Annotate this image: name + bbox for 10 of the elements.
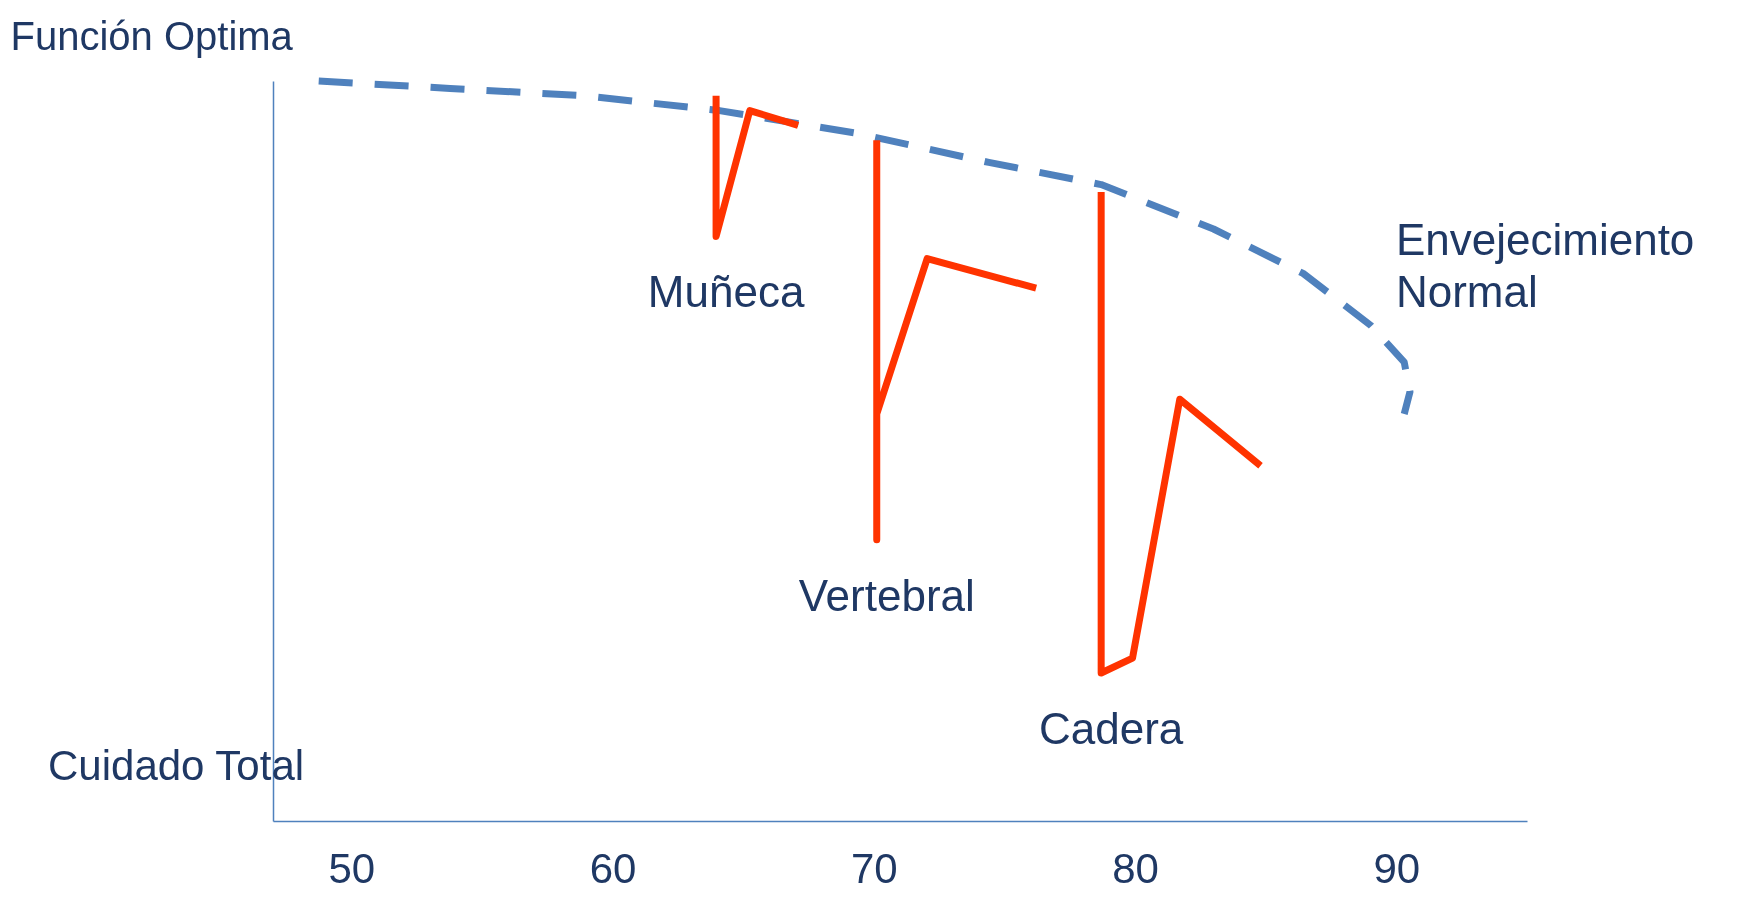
series-label: Cadera xyxy=(1039,704,1184,753)
x-tick-label: 90 xyxy=(1373,844,1421,892)
x-tick-label: 80 xyxy=(1112,844,1159,892)
x-tick-label: 50 xyxy=(328,844,376,892)
series-label: Envejecimiento Normal xyxy=(1395,214,1695,316)
x-tick-label: 60 xyxy=(589,844,637,892)
x-tick-label: 70 xyxy=(851,844,898,892)
series-label: Muñeca xyxy=(647,267,805,317)
y-axis-title: Función Optima xyxy=(10,13,294,58)
series-label: Vertebral xyxy=(798,570,975,620)
